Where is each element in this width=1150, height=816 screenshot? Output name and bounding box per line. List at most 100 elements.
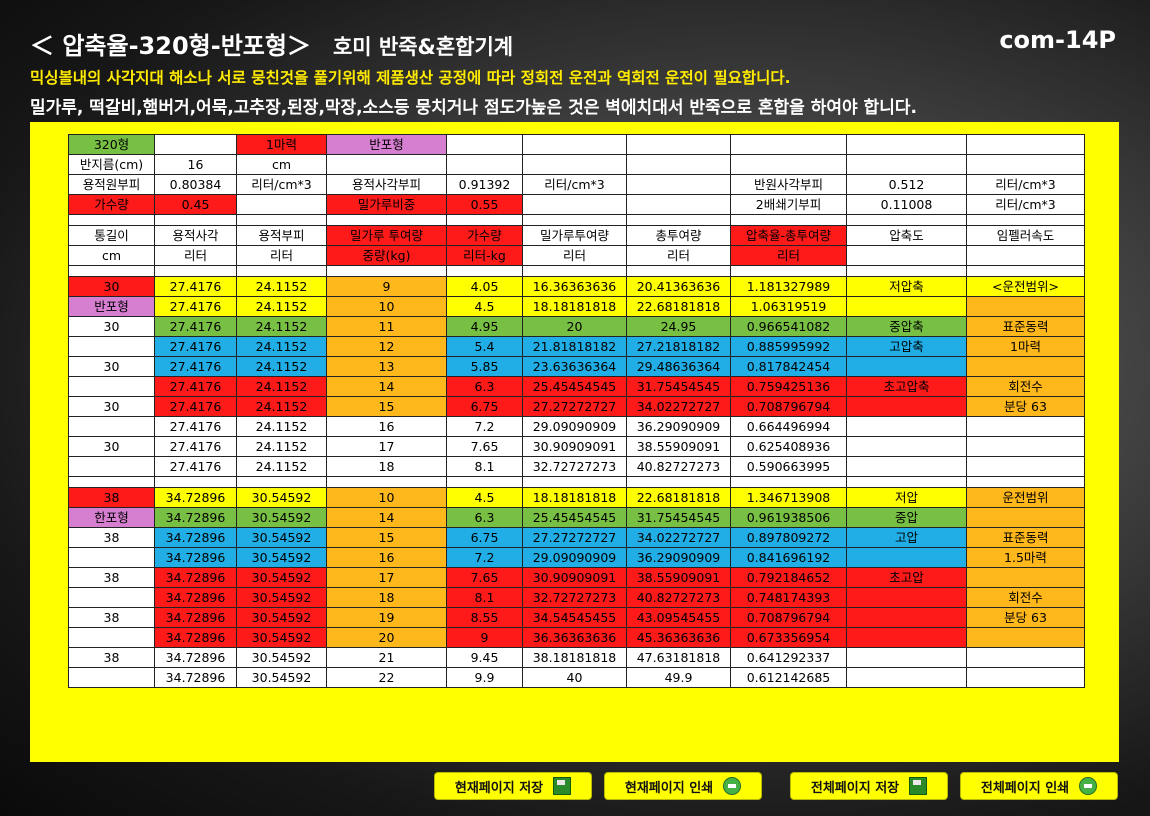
table-row: 27.4176 24.1152 12 5.4 21.81818182 27.2181818… [68, 336, 1085, 357]
table-cell: 운전범위 [966, 487, 1085, 508]
table-row: 27.4176 24.1152 18 8.1 32.72727273 40.8272727… [68, 456, 1085, 477]
table-row: 30 27.4176 24.1152 9 4.05 16.36363636 20.41363… [68, 276, 1085, 297]
title-text: ＜ 압축율-320형-반포형＞ [30, 32, 311, 60]
table-cell: 7.2 [446, 416, 523, 437]
table-cell: 31.75454545 [626, 376, 731, 397]
table-cell [846, 265, 967, 277]
table-cell [326, 154, 447, 175]
table-cell: 표준동력 [966, 316, 1085, 337]
table-cell: 0.759425136 [730, 376, 847, 397]
table-cell: 30 [68, 356, 155, 377]
save-disk-icon [553, 777, 572, 795]
table-cell: 27.4176 [154, 456, 237, 477]
table-cell [730, 265, 847, 277]
table-cell: 회전수 [966, 376, 1085, 397]
table-cell [626, 154, 731, 175]
table-row: 가수량 0.45 밀가루비중 0.55 2배쇄기부피 0.11008 리터/cm*3 [68, 194, 1085, 215]
table-cell: 24.1152 [236, 276, 327, 297]
table-body: 320형 1마력 반포형 반지름(cm) 16 cm 용적원부피 0.80384 리터/cm*3… [68, 134, 1085, 688]
table-cell: 용적부피 [236, 225, 327, 246]
table-cell: 8.1 [446, 456, 523, 477]
table-cell: 용적사각부피 [326, 174, 447, 195]
table-cell: 저압축 [846, 276, 967, 297]
table-cell: 리터-kg [446, 245, 523, 266]
table-cell: 30.54592 [236, 607, 327, 628]
table-cell [966, 296, 1085, 317]
print-current-label: 현재페이지 인쇄 [624, 780, 714, 796]
table-cell [846, 607, 967, 628]
table-cell: 총투여량 [626, 225, 731, 246]
table-cell: 0.512 [846, 174, 967, 195]
save-all-pages-button[interactable]: 전체페이지 저장 [790, 772, 948, 800]
table-row: 통길이 용적사각 용적부피 밀가루 투여량 가수량 밀가루투여량 총투여량 압축율-총투여량 압… [68, 225, 1085, 246]
print-all-pages-button[interactable]: 전체페이지 인쇄 [960, 772, 1118, 800]
table-cell: 30 [68, 436, 155, 457]
table-row: 34.72896 30.54592 18 8.1 32.72727273 40.82727… [68, 587, 1085, 608]
table-cell: 가수량 [68, 194, 155, 215]
table-cell [68, 667, 155, 688]
table-cell: 6.75 [446, 396, 523, 417]
table-cell [446, 265, 523, 277]
table-cell: 6.3 [446, 376, 523, 397]
table-cell: 22.68181818 [626, 487, 731, 508]
table-cell: 34.72896 [154, 587, 237, 608]
table-cell: 27.4176 [154, 416, 237, 437]
spacer-row [68, 476, 1085, 488]
table-row: cm 리터 리터 중량(kg) 리터-kg 리터 리터 리터 [68, 245, 1085, 266]
description-line-2: 밀가루, 떡갈비,햄버거,어묵,고추장,된장,막장,소스등 뭉치거나 점도가높은… [30, 98, 917, 118]
table-cell [966, 214, 1085, 226]
spacer-row [68, 214, 1085, 226]
table-cell [626, 476, 731, 488]
table-cell: 24.1152 [236, 356, 327, 377]
table-cell [522, 265, 627, 277]
table-cell: 4.95 [446, 316, 523, 337]
table-cell: 6.3 [446, 507, 523, 528]
table-cell: 21.81818182 [522, 336, 627, 357]
print-current-page-button[interactable]: 현재페이지 인쇄 [604, 772, 762, 800]
table-cell [236, 265, 327, 277]
table-cell: 34.72896 [154, 527, 237, 548]
table-cell [966, 416, 1085, 437]
table-row: 38 34.72896 30.54592 15 6.75 27.27272727 34.02… [68, 527, 1085, 548]
table-cell: 34.54545455 [522, 607, 627, 628]
table-row: 34.72896 30.54592 22 9.9 40 49.9 0.612142685 [68, 667, 1085, 688]
table-cell [966, 356, 1085, 377]
table-cell: 29.09090909 [522, 547, 627, 568]
table-cell [446, 476, 523, 488]
table-cell: 24.1152 [236, 316, 327, 337]
table-cell: 밀가루 투여량 [326, 225, 447, 246]
table-cell: 0.792184652 [730, 567, 847, 588]
table-cell: 34.72896 [154, 487, 237, 508]
table-row: 반지름(cm) 16 cm [68, 154, 1085, 175]
table-row: 320형 1마력 반포형 [68, 134, 1085, 155]
table-cell: 38 [68, 607, 155, 628]
table-cell [626, 134, 731, 155]
table-cell: 16.36363636 [522, 276, 627, 297]
table-cell: 30.54592 [236, 527, 327, 548]
table-cell: 27.4176 [154, 396, 237, 417]
subtitle-text: 호미 반죽&혼합기계 [332, 35, 514, 59]
table-cell: 저압 [846, 487, 967, 508]
table-cell: 리터 [154, 245, 237, 266]
table-cell: 1마력 [236, 134, 327, 155]
table-cell: 34.72896 [154, 627, 237, 648]
table-row: 34.72896 30.54592 16 7.2 29.09090909 36.29090… [68, 547, 1085, 568]
table-cell: 용적원부피 [68, 174, 155, 195]
table-cell: 36.29090909 [626, 416, 731, 437]
table-cell: 24.1152 [236, 416, 327, 437]
table-cell [966, 507, 1085, 528]
table-cell: 27.4176 [154, 336, 237, 357]
table-row: 38 34.72896 30.54592 17 7.65 30.90909091 38.55… [68, 567, 1085, 588]
table-cell [236, 476, 327, 488]
table-cell [966, 627, 1085, 648]
table-cell: 밀가루비중 [326, 194, 447, 215]
table-cell [626, 214, 731, 226]
table-cell: 24.1152 [236, 296, 327, 317]
table-cell: 11 [326, 316, 447, 337]
table-cell: 중압축 [846, 316, 967, 337]
save-current-page-button[interactable]: 현재페이지 저장 [434, 772, 592, 800]
table-cell: 27.21818182 [626, 336, 731, 357]
table-cell [846, 587, 967, 608]
table-cell: cm [236, 154, 327, 175]
table-cell [846, 296, 967, 317]
